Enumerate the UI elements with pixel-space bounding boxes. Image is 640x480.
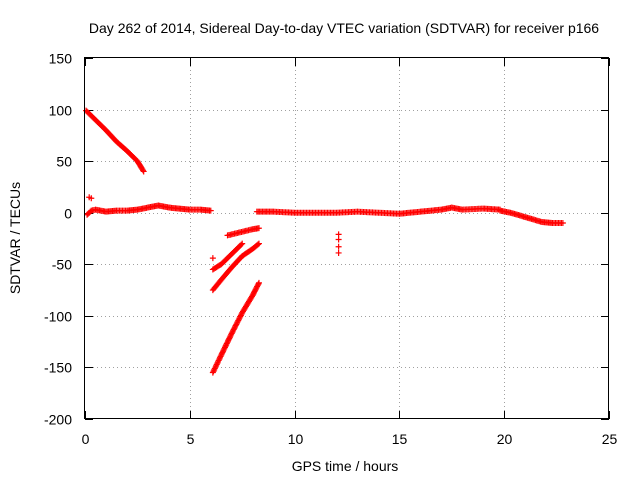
data-point: [139, 167, 146, 174]
grid: [85, 58, 609, 419]
data-point: [335, 231, 342, 238]
data-point: [254, 241, 261, 248]
y-tick-label: -100: [44, 309, 72, 325]
y-tick-label: -200: [44, 412, 72, 428]
y-tick-label: -150: [44, 360, 72, 376]
x-tick-label: 15: [392, 431, 408, 447]
data-point: [559, 220, 566, 227]
data-point: [255, 240, 262, 247]
data-point: [335, 243, 342, 250]
data-point: [213, 361, 220, 368]
y-tick-label: 0: [64, 206, 72, 222]
x-tick-label: 25: [602, 431, 618, 447]
data-point: [238, 241, 245, 248]
data-point: [255, 281, 262, 288]
y-tick-label: -50: [52, 257, 72, 273]
x-tick-label: 0: [82, 431, 90, 447]
data-point: [335, 249, 342, 256]
x-tick-label: 10: [288, 431, 304, 447]
data-point: [255, 225, 262, 232]
data-point: [209, 369, 216, 376]
y-tick-label: 100: [49, 103, 73, 119]
data-point: [213, 362, 220, 369]
x-tick-label: 5: [187, 431, 195, 447]
y-tick-label: 50: [56, 154, 72, 170]
data-points: [83, 107, 566, 376]
data-point: [239, 240, 246, 247]
y-tick-label: 150: [49, 51, 73, 67]
data-point: [215, 358, 222, 365]
x-axis-label: GPS time / hours: [292, 458, 399, 474]
data-point: [211, 365, 218, 372]
data-point: [214, 360, 221, 367]
y-axis: -200 -150 -100 -50 0 50 100 150: [44, 51, 609, 428]
data-point: [210, 368, 217, 375]
y-axis-label: SDTVAR / TECUs: [7, 182, 23, 294]
data-point: [335, 236, 342, 243]
data-point: [211, 366, 218, 373]
data-point: [217, 353, 224, 360]
data-point: [212, 364, 219, 371]
x-axis: 0 5 10 15 20 25: [82, 58, 618, 447]
data-point: [255, 279, 262, 286]
data-point: [209, 255, 216, 262]
data-point: [88, 195, 95, 202]
data-point: [140, 168, 147, 175]
data-point: [216, 356, 223, 363]
x-tick-label: 20: [497, 431, 513, 447]
data-point: [207, 207, 214, 214]
data-point: [216, 354, 223, 361]
chart-title: Day 262 of 2014, Sidereal Day-to-day VTE…: [89, 20, 599, 36]
plot-frame: [84, 57, 609, 419]
data-point: [215, 357, 222, 364]
